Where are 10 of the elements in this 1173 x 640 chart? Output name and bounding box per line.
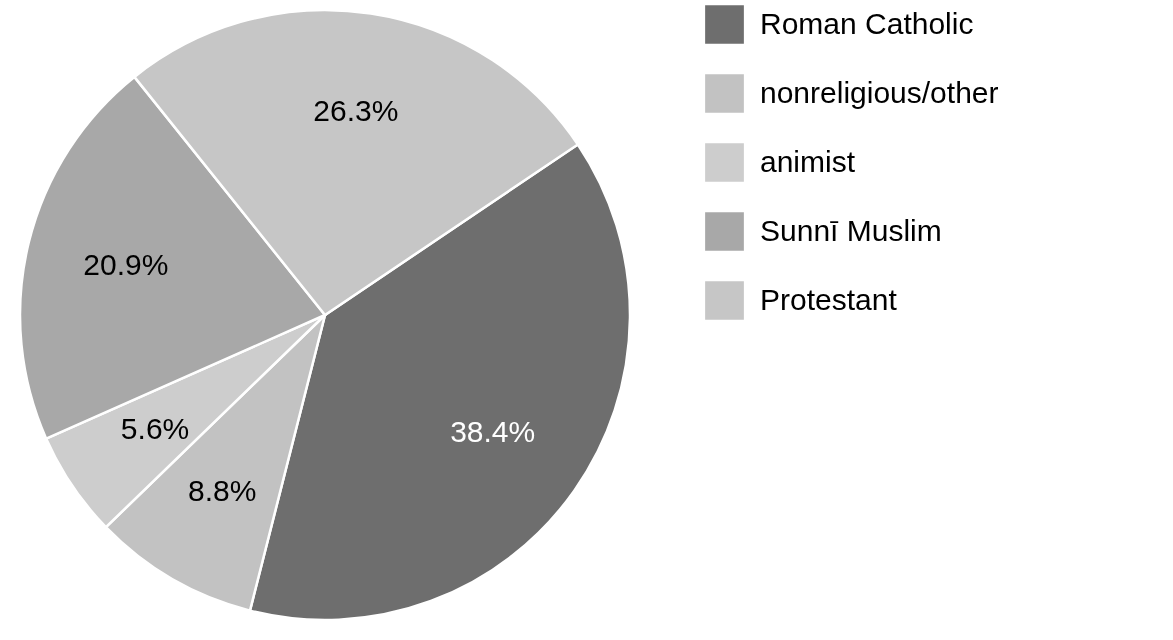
legend-label: Sunnī Muslim [760, 213, 942, 247]
legend-label: animist [760, 144, 856, 178]
data-label: 26.3% [313, 94, 399, 128]
legend-label: nonreligious/other [760, 75, 999, 109]
legend-label: Roman Catholic [760, 6, 974, 40]
data-label: 20.9% [83, 248, 169, 282]
legend-label: Protestant [760, 282, 898, 316]
data-label: 5.6% [120, 411, 190, 445]
data-label: 38.4% [450, 414, 536, 448]
data-label: 8.8% [188, 474, 257, 508]
